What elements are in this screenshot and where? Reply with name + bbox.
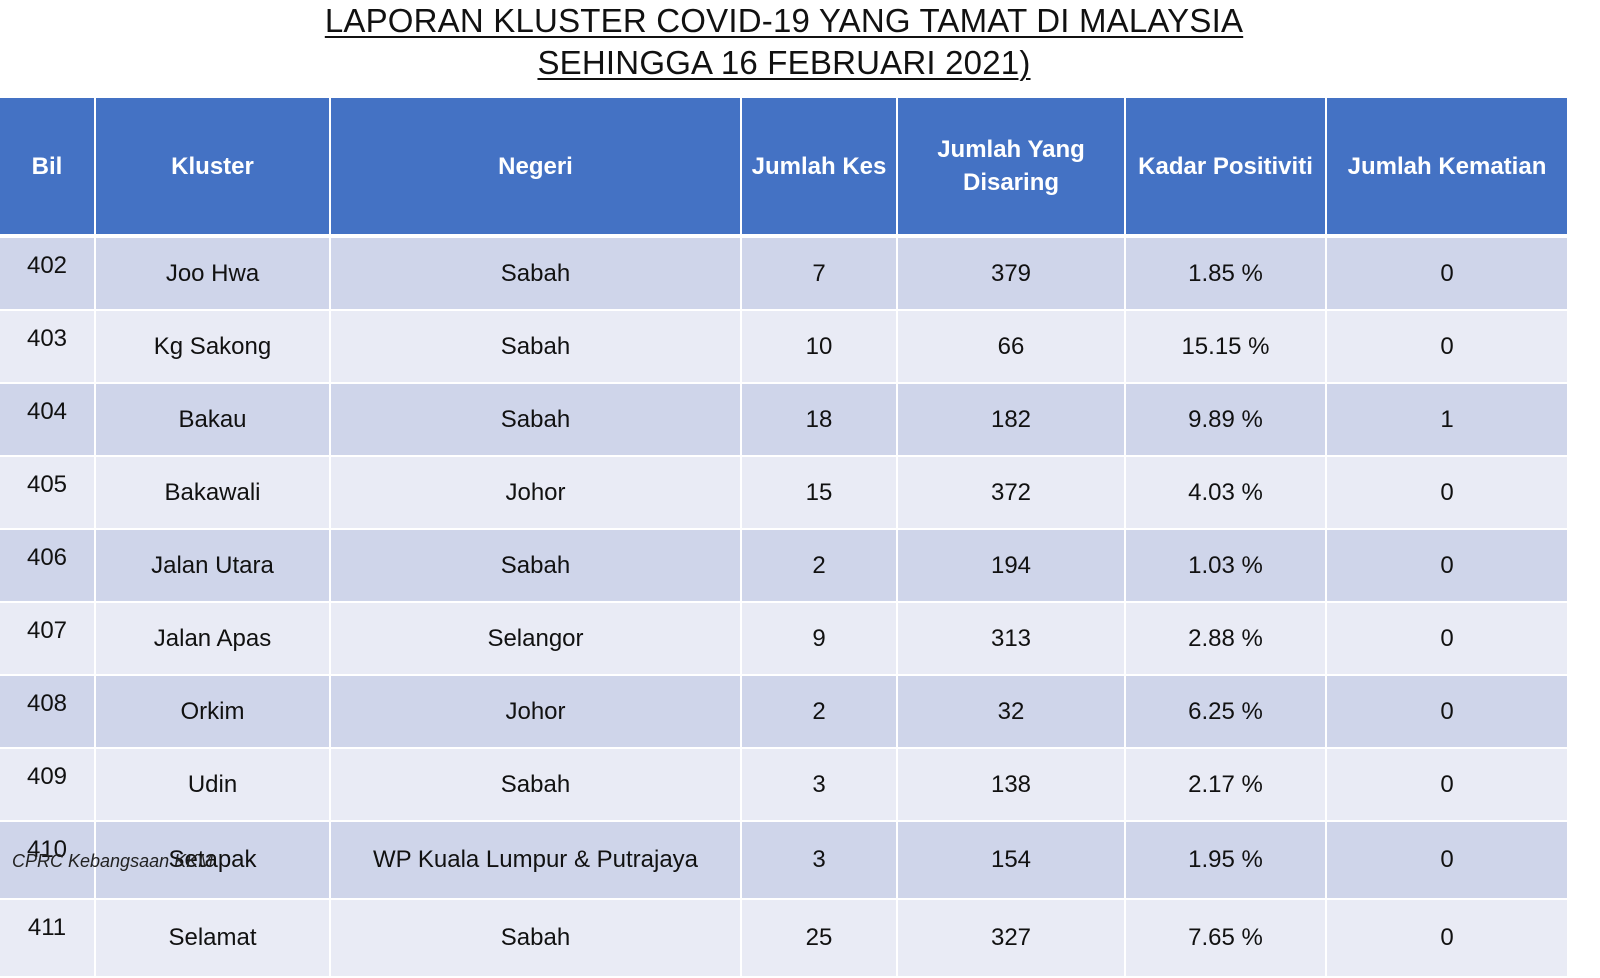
source-credit: CPRC Kebangsaan KKM xyxy=(12,851,214,871)
cell-kluster: Udin xyxy=(95,748,331,822)
cell-kadar-positiviti: 1.03 % xyxy=(1125,529,1327,603)
cell-kadar-positiviti: 7.65 % xyxy=(1125,899,1327,978)
report-title-line-1: LAPORAN KLUSTER COVID-19 YANG TAMAT DI M… xyxy=(324,2,1244,39)
cell-negeri: Sabah xyxy=(330,236,742,311)
table-row: 402 Joo Hwa Sabah 7 379 1.85 % 0 xyxy=(0,236,1569,311)
cell-negeri: WP Kuala Lumpur & Putrajaya xyxy=(330,821,742,900)
column-header-jumlah-kes: Jumlah Kes xyxy=(741,98,898,238)
cell-jumlah-kematian: 0 xyxy=(1326,675,1569,749)
cell-kadar-positiviti: 2.88 % xyxy=(1125,602,1327,676)
cell-kluster: Selamat xyxy=(95,899,331,978)
cell-kadar-positiviti: 15.15 % xyxy=(1125,310,1327,384)
cell-kluster: Kg Sakong xyxy=(95,310,331,384)
cell-kluster: Jalan Utara xyxy=(95,529,331,603)
cell-jumlah-kes: 10 xyxy=(741,310,898,384)
cell-jumlah-disaring: 379 xyxy=(897,236,1126,311)
cell-jumlah-disaring: 313 xyxy=(897,602,1126,676)
cell-jumlah-kematian: 0 xyxy=(1326,821,1569,900)
column-header-jumlah-kematian: Jumlah Kematian xyxy=(1326,98,1569,238)
table-row: 407 Jalan Apas Selangor 9 313 2.88 % 0 xyxy=(0,602,1569,676)
cell-bil: 402 xyxy=(0,236,96,311)
report-title: LAPORAN KLUSTER COVID-19 YANG TAMAT DI M… xyxy=(0,0,1568,84)
cell-jumlah-kes: 3 xyxy=(741,748,898,822)
cell-jumlah-kes: 15 xyxy=(741,456,898,530)
cell-negeri: Sabah xyxy=(330,310,742,384)
cell-kluster: Bakawali xyxy=(95,456,331,530)
cell-negeri: Johor xyxy=(330,456,742,530)
cell-kluster: Orkim xyxy=(95,675,331,749)
cell-kadar-positiviti: 6.25 % xyxy=(1125,675,1327,749)
cell-jumlah-disaring: 182 xyxy=(897,383,1126,457)
report-title-line-2: SEHINGGA 16 FEBRUARI 2021) xyxy=(537,44,1031,81)
cell-bil: 407 xyxy=(0,602,96,676)
cell-kluster: Joo Hwa xyxy=(95,236,331,311)
cell-jumlah-kes: 18 xyxy=(741,383,898,457)
cell-jumlah-disaring: 194 xyxy=(897,529,1126,603)
table-row: 405 Bakawali Johor 15 372 4.03 % 0 xyxy=(0,456,1569,530)
column-header-kadar-positiviti: Kadar Positiviti xyxy=(1125,98,1327,238)
cell-jumlah-kematian: 0 xyxy=(1326,602,1569,676)
cell-bil: 406 xyxy=(0,529,96,603)
cell-jumlah-disaring: 327 xyxy=(897,899,1126,978)
cell-jumlah-disaring: 138 xyxy=(897,748,1126,822)
cell-jumlah-kematian: 0 xyxy=(1326,456,1569,530)
column-header-jumlah-disaring: Jumlah Yang Disaring xyxy=(897,98,1126,238)
cell-kadar-positiviti: 1.85 % xyxy=(1125,236,1327,311)
cell-jumlah-kes: 3 xyxy=(741,821,898,900)
cell-jumlah-kematian: 1 xyxy=(1326,383,1569,457)
table-row: 404 Bakau Sabah 18 182 9.89 % 1 xyxy=(0,383,1569,457)
cell-jumlah-kematian: 0 xyxy=(1326,748,1569,822)
cell-bil: 411 xyxy=(0,899,96,978)
cell-bil: 409 xyxy=(0,748,96,822)
cell-kadar-positiviti: 1.95 % xyxy=(1125,821,1327,900)
cell-jumlah-kes: 2 xyxy=(741,529,898,603)
clusters-table-container: Bil Kluster Negeri Jumlah Kes Jumlah Yan… xyxy=(0,98,1569,978)
table-row: 406 Jalan Utara Sabah 2 194 1.03 % 0 xyxy=(0,529,1569,603)
cell-bil: 403 xyxy=(0,310,96,384)
column-header-negeri: Negeri xyxy=(330,98,742,238)
cell-jumlah-disaring: 32 xyxy=(897,675,1126,749)
cell-jumlah-disaring: 372 xyxy=(897,456,1126,530)
cell-jumlah-disaring: 154 xyxy=(897,821,1126,900)
table-row: 403 Kg Sakong Sabah 10 66 15.15 % 0 xyxy=(0,310,1569,384)
cell-negeri: Sabah xyxy=(330,529,742,603)
column-header-kluster: Kluster xyxy=(95,98,331,238)
cell-jumlah-disaring: 66 xyxy=(897,310,1126,384)
cell-kluster: Bakau xyxy=(95,383,331,457)
cell-jumlah-kes: 25 xyxy=(741,899,898,978)
cell-jumlah-kematian: 0 xyxy=(1326,899,1569,978)
table-row: 409 Udin Sabah 3 138 2.17 % 0 xyxy=(0,748,1569,822)
cell-negeri: Sabah xyxy=(330,748,742,822)
table-row: 410 Setapak WP Kuala Lumpur & Putrajaya … xyxy=(0,821,1569,900)
cell-negeri: Sabah xyxy=(330,899,742,978)
cell-negeri: Selangor xyxy=(330,602,742,676)
table-row: 411 Selamat Sabah 25 327 7.65 % 0 xyxy=(0,899,1569,978)
table-header-row: Bil Kluster Negeri Jumlah Kes Jumlah Yan… xyxy=(0,98,1569,238)
cell-bil: 405 xyxy=(0,456,96,530)
cell-bil: 410 xyxy=(0,821,96,900)
clusters-table: Bil Kluster Negeri Jumlah Kes Jumlah Yan… xyxy=(0,98,1569,978)
cell-jumlah-kematian: 0 xyxy=(1326,310,1569,384)
cell-jumlah-kematian: 0 xyxy=(1326,529,1569,603)
cell-negeri: Sabah xyxy=(330,383,742,457)
cell-jumlah-kes: 9 xyxy=(741,602,898,676)
cell-jumlah-kes: 7 xyxy=(741,236,898,311)
cell-kluster: Jalan Apas xyxy=(95,602,331,676)
cell-bil: 408 xyxy=(0,675,96,749)
table-row: 408 Orkim Johor 2 32 6.25 % 0 xyxy=(0,675,1569,749)
cell-bil: 404 xyxy=(0,383,96,457)
cell-negeri: Johor xyxy=(330,675,742,749)
cell-kadar-positiviti: 2.17 % xyxy=(1125,748,1327,822)
cell-kadar-positiviti: 9.89 % xyxy=(1125,383,1327,457)
cell-jumlah-kes: 2 xyxy=(741,675,898,749)
cell-jumlah-kematian: 0 xyxy=(1326,236,1569,311)
column-header-bil: Bil xyxy=(0,98,96,238)
cell-kluster: Setapak xyxy=(95,821,331,900)
cell-kadar-positiviti: 4.03 % xyxy=(1125,456,1327,530)
